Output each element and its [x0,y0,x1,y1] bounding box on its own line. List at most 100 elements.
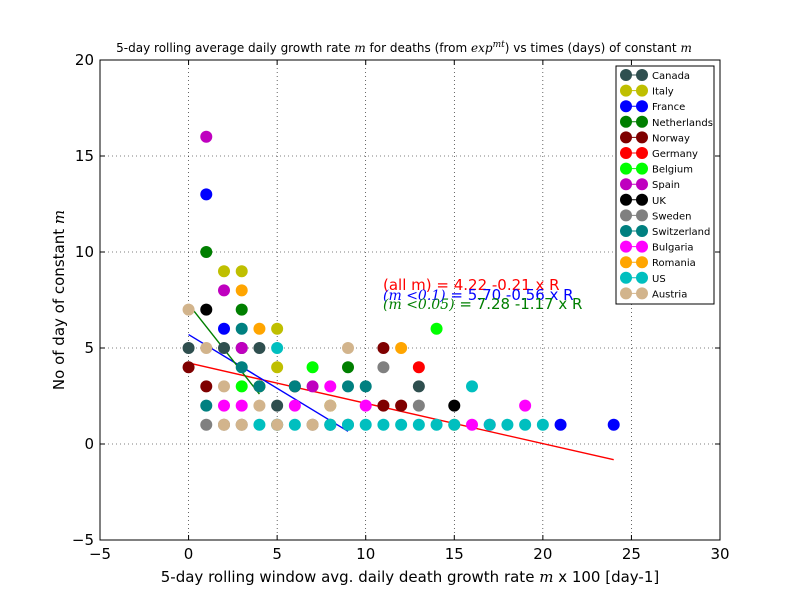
y-tick-label: 15 [75,147,94,165]
data-point-switzerland [342,380,354,393]
legend-marker [620,225,632,237]
data-point-romania [253,322,266,335]
data-point-austria [271,418,284,431]
legend-label: Bulgaria [652,243,693,254]
x-tick-label: −5 [89,545,111,563]
legend-marker [636,193,648,206]
data-point-austria [182,303,195,316]
chart-title: 5-day rolling average daily growth rate … [116,40,692,55]
legend-marker [620,209,632,222]
data-point-bulgaria [466,418,478,431]
data-point-canada [218,342,230,354]
x-tick-label: 30 [710,545,729,563]
x-axis-label: 5-day rolling window avg. daily death gr… [161,568,659,586]
data-point-austria [342,342,354,354]
legend-box [615,65,715,305]
data-point-sweden [200,418,213,431]
data-point-belgium [430,322,443,335]
data-point-uk [200,303,213,316]
data-point-norway [377,342,390,354]
data-point-spain [218,284,230,297]
legend-label: France [652,102,685,113]
data-point-us [342,418,354,431]
data-point-italy [218,265,230,278]
legend-marker [636,147,648,159]
data-point-norway [182,361,195,374]
legend-label: Netherlands [652,118,713,129]
y-tick-label: 0 [84,435,94,453]
legend-marker [620,100,632,113]
legend-marker [620,240,632,253]
data-point-spain [235,342,248,354]
legend-marker [636,131,648,144]
legend-marker [620,256,632,269]
legend-label: UK [652,196,666,207]
fit-line [188,333,349,432]
data-point-austria [218,380,230,393]
data-point-norway [200,380,213,393]
legend-marker [636,287,648,300]
data-point-us [288,418,301,431]
legend-marker [620,147,632,159]
legend-marker [636,256,648,269]
data-point-us [536,418,549,431]
y-tick-label: 10 [75,243,94,261]
data-point-us [412,418,425,431]
data-point-canada [253,342,266,354]
legend-label: Sweden [652,211,692,222]
data-point-us [501,418,514,431]
legend-marker [620,84,632,97]
data-point-germany [412,361,425,374]
data-point-france [200,188,213,201]
plot-frame [99,59,721,541]
legend-label: Italy [652,87,674,98]
y-axis-label: No of day of constant m [50,210,68,390]
data-point-us [359,418,372,431]
x-tick-label: 0 [184,545,194,563]
data-point-netherlands [342,361,354,374]
y-tick-label: 20 [75,51,94,69]
data-point-sweden [377,361,390,374]
fit-label-m-0-05: (m <0.05) = 7.28 -1.17 x R [383,295,582,313]
data-point-netherlands [235,303,248,316]
legend-marker [620,287,632,300]
data-point-romania [235,284,248,297]
legend-marker [620,131,632,144]
data-point-romania [395,342,408,354]
legend-marker [636,162,648,175]
data-point-us [253,418,266,431]
legend-marker [636,178,648,191]
legend-label: Germany [652,149,698,160]
legend-marker [620,162,632,175]
data-point-belgium [235,380,248,393]
legend-marker [636,84,648,97]
legend: Canada Italy France Netherlands Norway German… [615,65,715,305]
data-point-switzerland [253,380,266,393]
x-tick-label: 20 [533,545,552,563]
legend-label: Canada [652,71,690,82]
data-point-us [519,418,532,431]
data-point-us [377,418,390,431]
x-tick-label: 25 [622,545,641,563]
fit-label-m-0-1: (m <0.1) = 5.70 -0.56 x R [383,286,574,304]
data-point-uk [448,399,461,412]
data-point-austria [200,342,213,354]
y-tick-label: −5 [72,531,94,549]
legend-label: Norway [652,133,690,144]
data-point-bulgaria [218,399,230,412]
data-point-netherlands [200,246,213,258]
data-point-france [607,418,620,431]
data-point-us [395,418,408,431]
data-point-italy [235,265,248,278]
data-point-austria [306,418,319,431]
axis-ticks: −5 0 5 10 15 20 25 30 −5 0 5 10 15 20 [72,51,730,563]
data-point-austria [218,418,230,431]
legend-label: Switzerland [652,227,710,238]
legend-marker [620,178,632,191]
legend-marker [636,271,648,284]
data-point-us [271,342,284,354]
data-point-italy [271,322,284,335]
legend-marker [636,209,648,222]
legend-marker [620,271,632,284]
